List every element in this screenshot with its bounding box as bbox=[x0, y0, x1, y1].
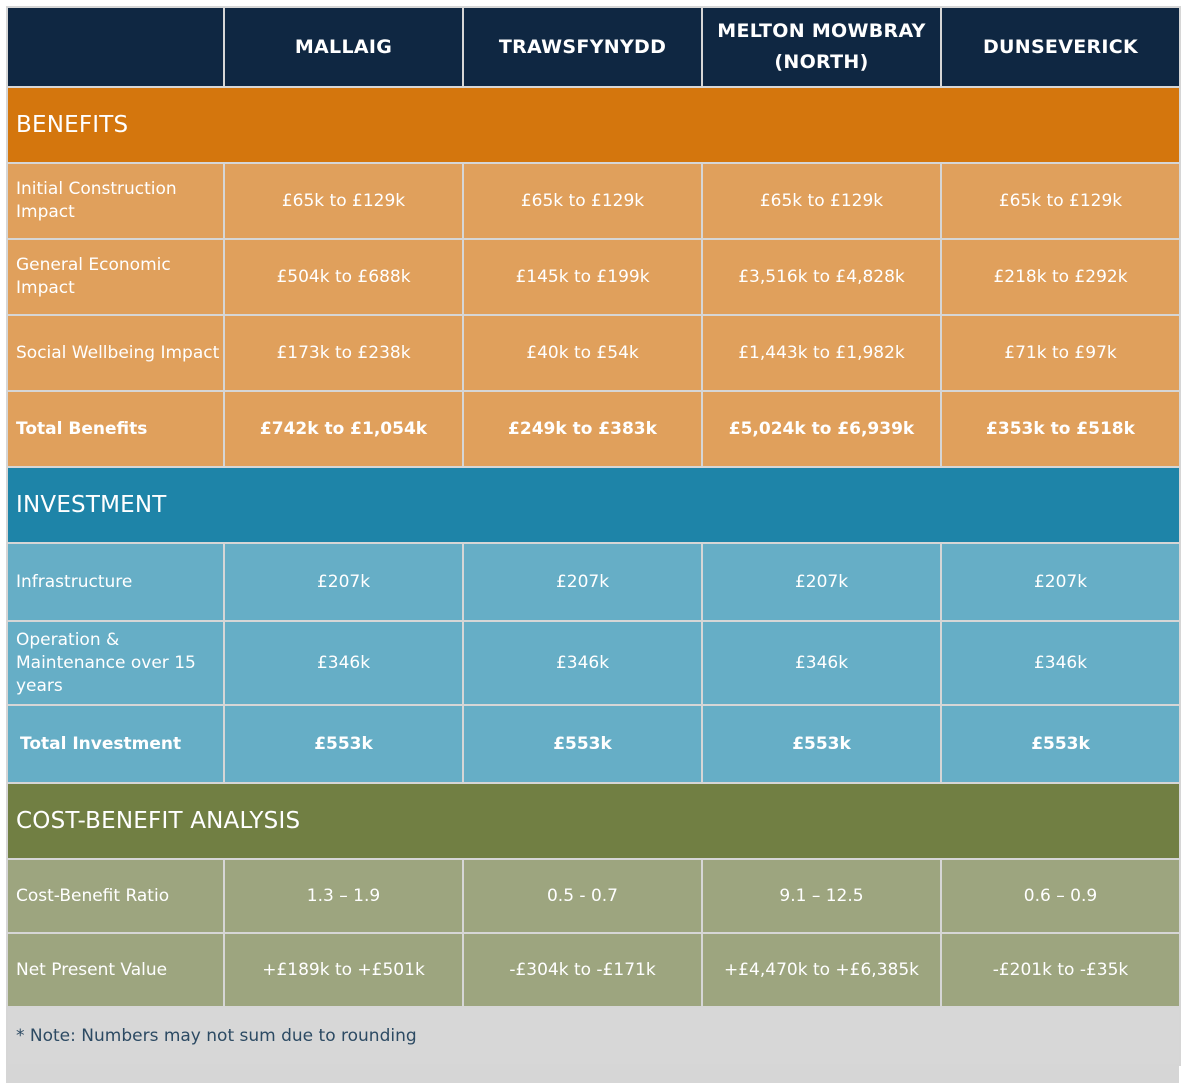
table-cell: +£189k to +£501k bbox=[223, 932, 464, 1008]
section-title: INVESTMENT bbox=[6, 466, 1181, 544]
column-header: TRAWSFYNYDD bbox=[462, 6, 703, 88]
table-cell: £553k bbox=[940, 704, 1181, 784]
table-cell: £553k bbox=[223, 704, 464, 784]
table-cell: £553k bbox=[462, 704, 703, 784]
table-cell: 0.5 - 0.7 bbox=[462, 858, 703, 934]
row-label: Total Investment bbox=[6, 704, 225, 784]
total-row: Total Investment £553k £553k £553k £553k bbox=[6, 704, 1181, 784]
table-cell: £65k to £129k bbox=[223, 162, 464, 240]
table-cell: £207k bbox=[940, 542, 1181, 622]
section-title: COST-BENEFIT ANALYSIS bbox=[6, 782, 1181, 860]
table-cell: £346k bbox=[701, 620, 942, 706]
footnote: * Note: Numbers may not sum due to round… bbox=[6, 1006, 1181, 1066]
column-header: MELTON MOWBRAY (NORTH) bbox=[701, 6, 942, 88]
table-cell: £65k to £129k bbox=[940, 162, 1181, 240]
row-label: Cost-Benefit Ratio bbox=[6, 858, 225, 934]
table-row: Net Present Value +£189k to +£501k -£304… bbox=[6, 932, 1181, 1008]
total-row: Total Benefits £742k to £1,054k £249k to… bbox=[6, 390, 1181, 468]
header-row: MALLAIG TRAWSFYNYDD MELTON MOWBRAY (NORT… bbox=[6, 6, 1181, 88]
column-header: MALLAIG bbox=[223, 6, 464, 88]
table-cell: £207k bbox=[701, 542, 942, 622]
table-row: General Economic Impact £504k to £688k £… bbox=[6, 238, 1181, 316]
note-row: * Note: Numbers may not sum due to round… bbox=[6, 1006, 1181, 1066]
table-cell: +£4,470k to +£6,385k bbox=[701, 932, 942, 1008]
table-cell: £145k to £199k bbox=[462, 238, 703, 316]
table-row: Cost-Benefit Ratio 1.3 – 1.9 0.5 - 0.7 9… bbox=[6, 858, 1181, 934]
table-cell: 9.1 – 12.5 bbox=[701, 858, 942, 934]
row-label: Net Present Value bbox=[6, 932, 225, 1008]
table-cell: -£201k to -£35k bbox=[940, 932, 1181, 1008]
table-cell: £65k to £129k bbox=[701, 162, 942, 240]
section-header-cost-benefit: COST-BENEFIT ANALYSIS bbox=[6, 782, 1181, 860]
section-header-benefits: BENEFITS bbox=[6, 86, 1181, 164]
table-cell: £504k to £688k bbox=[223, 238, 464, 316]
table-cell: £173k to £238k bbox=[223, 314, 464, 392]
table-cell: £249k to £383k bbox=[462, 390, 703, 468]
header-corner bbox=[6, 6, 225, 88]
table-cell: £1,443k to £1,982k bbox=[701, 314, 942, 392]
row-label: Total Benefits bbox=[6, 390, 225, 468]
table-cell: £5,024k to £6,939k bbox=[701, 390, 942, 468]
row-label: Initial Construction Impact bbox=[6, 162, 225, 240]
table-cell: £3,516k to £4,828k bbox=[701, 238, 942, 316]
table-cell: 1.3 – 1.9 bbox=[223, 858, 464, 934]
table-row: Infrastructure £207k £207k £207k £207k bbox=[6, 542, 1181, 622]
section-title: BENEFITS bbox=[6, 86, 1181, 164]
table-cell: £346k bbox=[940, 620, 1181, 706]
table-row: Initial Construction Impact £65k to £129… bbox=[6, 162, 1181, 240]
table-cell: £346k bbox=[462, 620, 703, 706]
row-label: Operation & Maintenance over 15 years bbox=[6, 620, 225, 706]
row-label: Infrastructure bbox=[6, 542, 225, 622]
table-cell: £218k to £292k bbox=[940, 238, 1181, 316]
row-label: Social Wellbeing Impact bbox=[6, 314, 225, 392]
table-cell: £346k bbox=[223, 620, 464, 706]
table-cell: -£304k to -£171k bbox=[462, 932, 703, 1008]
table-cell: £742k to £1,054k bbox=[223, 390, 464, 468]
table-row: Social Wellbeing Impact £173k to £238k £… bbox=[6, 314, 1181, 392]
table-cell: £71k to £97k bbox=[940, 314, 1181, 392]
table-row: Operation & Maintenance over 15 years £3… bbox=[6, 620, 1181, 706]
table-cell: £207k bbox=[223, 542, 464, 622]
row-label: General Economic Impact bbox=[6, 238, 225, 316]
column-header: DUNSEVERICK bbox=[940, 6, 1181, 88]
section-header-investment: INVESTMENT bbox=[6, 466, 1181, 544]
cost-benefit-table: MALLAIG TRAWSFYNYDD MELTON MOWBRAY (NORT… bbox=[6, 6, 1181, 1083]
table-cell: £353k to £518k bbox=[940, 390, 1181, 468]
table-cell: £65k to £129k bbox=[462, 162, 703, 240]
table-cell: 0.6 – 0.9 bbox=[940, 858, 1181, 934]
table-cell: £40k to £54k bbox=[462, 314, 703, 392]
table-cell: £207k bbox=[462, 542, 703, 622]
table-cell: £553k bbox=[701, 704, 942, 784]
